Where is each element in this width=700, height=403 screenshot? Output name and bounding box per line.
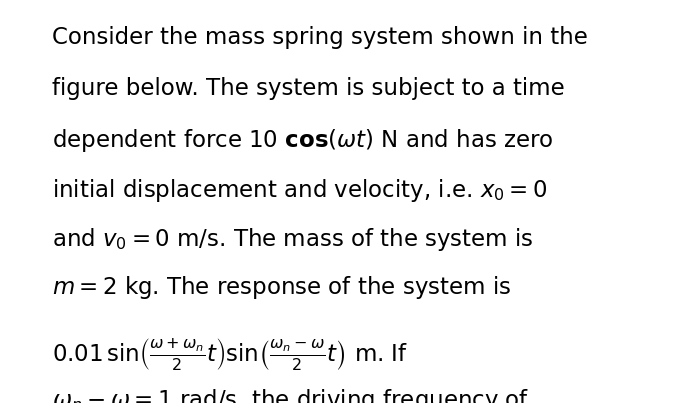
Text: figure below. The system is subject to a time: figure below. The system is subject to a… [52, 77, 566, 100]
Text: dependent force 10 $\mathbf{cos}(\omega t)$ N and has zero: dependent force 10 $\mathbf{cos}(\omega … [52, 127, 554, 154]
Text: $0.01\,\sin\!\left(\frac{\omega+\omega_n}{2}t\right)\sin\!\left(\frac{\omega_n-\: $0.01\,\sin\!\left(\frac{\omega+\omega_n… [52, 337, 409, 373]
Text: and $v_0 = 0$ m/s. The mass of the system is: and $v_0 = 0$ m/s. The mass of the syste… [52, 226, 534, 253]
Text: $m = 2$ kg. The response of the system is: $m = 2$ kg. The response of the system i… [52, 274, 512, 301]
Text: Consider the mass spring system shown in the: Consider the mass spring system shown in… [52, 26, 589, 49]
Text: $\omega_n - \omega = 1$ rad/s, the driving frequency of: $\omega_n - \omega = 1$ rad/s, the drivi… [52, 387, 530, 403]
Text: initial displacement and velocity, i.e. $x_0 = 0$: initial displacement and velocity, i.e. … [52, 177, 548, 204]
